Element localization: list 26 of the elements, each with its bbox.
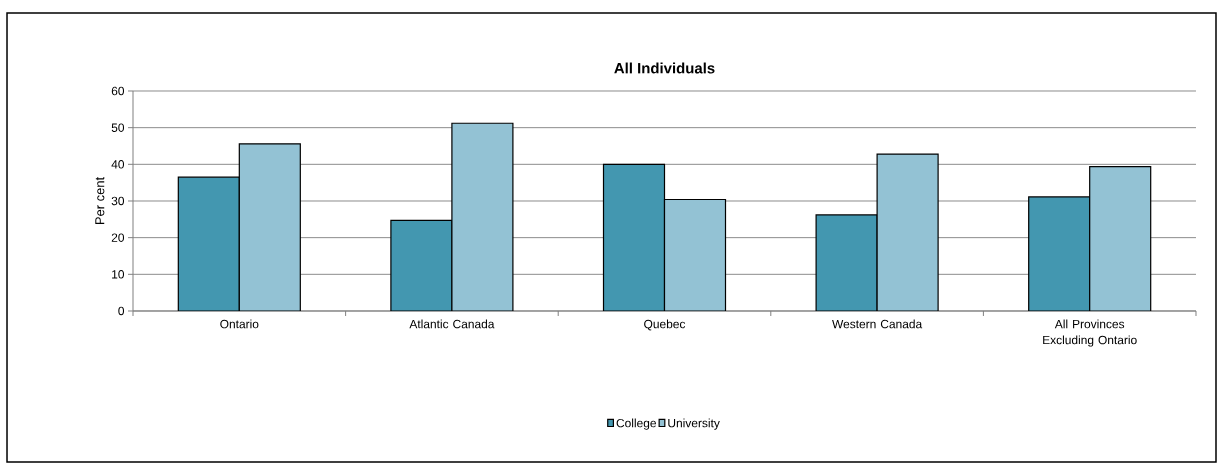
bar xyxy=(602,163,666,311)
bar xyxy=(1089,165,1152,311)
legend-label: University xyxy=(668,418,720,430)
y-tick-label: 0 xyxy=(118,306,125,316)
bar xyxy=(451,122,514,311)
y-tick-label: 60 xyxy=(111,86,125,96)
y-axis-title: Per cent xyxy=(95,176,105,225)
bar xyxy=(663,198,727,311)
y-tick-label: 40 xyxy=(111,160,125,169)
bar xyxy=(815,214,878,311)
y-tick-label: 50 xyxy=(111,123,125,132)
x-tick-label: Atlantic Canada xyxy=(409,319,495,329)
x-tick-label: Ontario xyxy=(220,319,259,329)
y-tick-label: 20 xyxy=(111,233,125,242)
bar xyxy=(238,143,301,311)
bar xyxy=(1028,196,1091,311)
bar xyxy=(876,153,939,311)
legend-label: College xyxy=(616,418,656,430)
bar xyxy=(390,219,453,311)
y-tick-label: 30 xyxy=(111,196,125,206)
x-tick-label: Western Canada xyxy=(832,319,923,329)
chart-title: All Individuals xyxy=(614,62,715,74)
x-tick-label: Quebec xyxy=(644,319,686,331)
x-tick-label: All Provinces Excluding Ontario xyxy=(1043,319,1137,347)
y-tick-label: 10 xyxy=(112,270,125,279)
bar xyxy=(177,176,240,311)
